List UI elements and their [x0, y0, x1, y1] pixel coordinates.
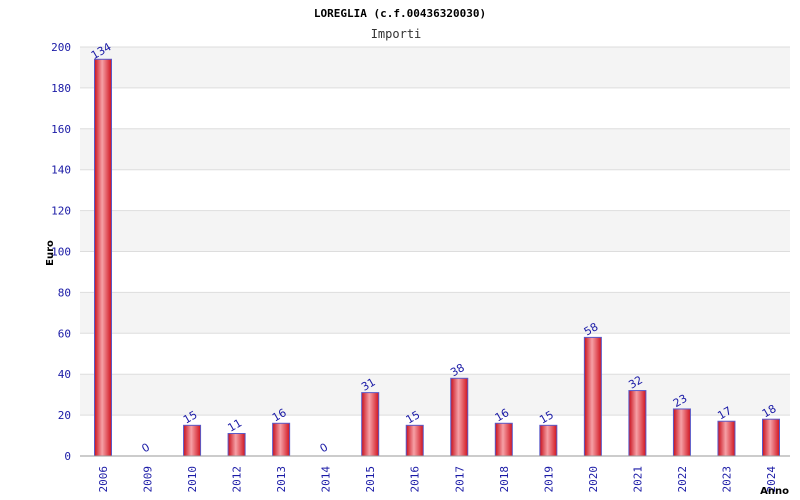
bar: [539, 424, 558, 457]
grid-band: [80, 128, 790, 170]
y-tick-label: 200: [51, 41, 71, 54]
x-tick-label: 2024: [765, 466, 778, 493]
grid-band: [80, 251, 790, 293]
x-tick-label: 2012: [231, 466, 244, 493]
grid-band: [80, 210, 790, 252]
data-label: 15: [181, 408, 200, 426]
y-tick-label: 160: [51, 123, 71, 136]
grid-band: [80, 169, 790, 211]
y-axis-label: Euro: [45, 240, 56, 266]
bar: [183, 424, 202, 457]
x-tick-label: 2010: [186, 466, 199, 493]
x-tick-label: 2020: [587, 466, 600, 493]
chart-subtitle: Importi: [371, 27, 422, 41]
bar: [272, 422, 291, 457]
y-tick-label: 80: [58, 286, 71, 299]
x-tick-label: 2015: [364, 466, 377, 493]
x-tick-label: 2021: [631, 466, 644, 493]
data-label: 11: [226, 416, 245, 434]
data-label: 16: [493, 406, 512, 424]
grid-band: [80, 87, 790, 129]
x-tick-label: 2006: [97, 466, 110, 493]
x-axis-ticks: 2006 2009 2010 2012 2013 2014 2015 2016 2017 2018…: [97, 466, 778, 493]
bar: [405, 424, 424, 457]
data-label: 32: [626, 373, 645, 391]
y-tick-label: 40: [58, 368, 71, 381]
bar: [94, 58, 112, 457]
y-tick-label: 120: [51, 205, 71, 218]
bar: [227, 433, 246, 457]
x-tick-label: 2017: [453, 466, 466, 493]
bar: [717, 420, 736, 457]
data-label: 15: [537, 408, 556, 426]
x-tick-label: 2014: [320, 466, 333, 493]
bar: [494, 422, 513, 457]
y-tick-label: 180: [51, 82, 71, 95]
data-label: 16: [270, 406, 289, 424]
x-tick-label: 2019: [542, 466, 555, 493]
plot-bands: [80, 46, 790, 457]
grid-band: [80, 47, 790, 88]
data-label: 18: [760, 402, 779, 420]
x-tick-label: 2018: [498, 466, 511, 493]
grid-band: [80, 333, 790, 375]
x-tick-label: 2009: [142, 466, 155, 493]
bar: [762, 418, 780, 457]
y-tick-label: 100: [51, 246, 71, 259]
x-tick-label: 2022: [676, 466, 689, 493]
data-label: 15: [404, 408, 423, 426]
grid-band: [80, 292, 790, 334]
y-axis-ticks: 0 20 40 60 80 100 120 140 160 180 200: [51, 41, 71, 463]
y-tick-label: 0: [64, 450, 71, 463]
data-label: 38: [448, 361, 467, 379]
bar: [450, 377, 469, 457]
x-tick-label: 2013: [275, 466, 288, 493]
chart-title: LOREGLIA (c.f.00436320030): [314, 7, 486, 20]
data-label: 17: [715, 404, 734, 422]
y-tick-label: 60: [58, 327, 71, 340]
data-label: 31: [359, 375, 378, 393]
x-axis-label: Anno: [760, 486, 789, 497]
data-label: 58: [582, 320, 601, 338]
bar: [583, 336, 602, 457]
y-tick-label: 140: [51, 164, 71, 177]
bar: [672, 408, 691, 457]
x-tick-label: 2016: [409, 466, 422, 493]
bar: [361, 392, 380, 457]
x-tick-label: 2023: [720, 466, 733, 493]
y-tick-label: 20: [58, 409, 71, 422]
bar: [628, 390, 647, 457]
data-label: 23: [671, 392, 690, 410]
grid-band: [80, 374, 790, 416]
